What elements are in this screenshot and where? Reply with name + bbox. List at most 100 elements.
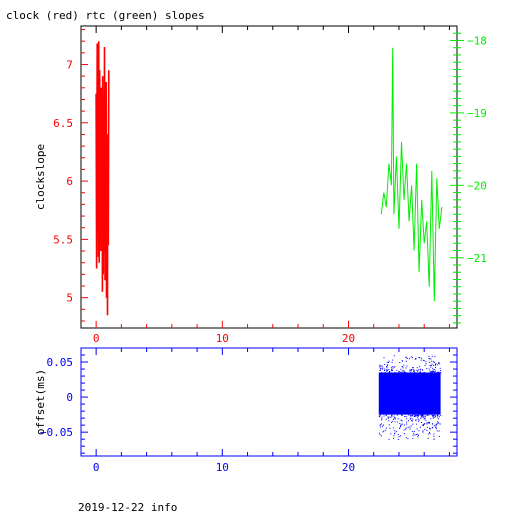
offset-point: [435, 424, 437, 426]
offset-point: [429, 433, 431, 434]
offset-point: [427, 438, 429, 440]
offset-point: [430, 371, 432, 373]
offset-point: [382, 425, 383, 427]
offset-point: [433, 433, 435, 435]
offset-point: [421, 357, 423, 359]
offset-point: [386, 372, 388, 374]
offset-point: [432, 426, 434, 428]
offset-point: [398, 436, 400, 438]
offset-point: [419, 426, 421, 428]
offset-point: [378, 416, 380, 418]
offset-point: [416, 369, 418, 371]
offset-point: [433, 361, 434, 363]
offset-point: [420, 371, 421, 373]
x-tick-label: 20: [342, 332, 355, 345]
offset-point: [386, 366, 388, 368]
offset-point: [398, 371, 400, 373]
offset-point: [433, 414, 435, 416]
offset-point: [389, 371, 390, 372]
offset-point: [387, 365, 388, 367]
offset-point: [380, 423, 382, 425]
y-tick-label: 0.05: [47, 356, 74, 369]
offset-point: [390, 433, 392, 435]
offset-point: [386, 370, 388, 372]
offset-point: [392, 369, 394, 371]
offset-point: [392, 359, 394, 361]
offset-point: [415, 372, 417, 374]
offset-point: [435, 428, 437, 430]
offset-point: [429, 358, 431, 360]
offset-point: [383, 357, 385, 359]
offset-point: [403, 429, 405, 431]
y-tick-label: 7: [66, 58, 73, 71]
offset-point: [435, 425, 437, 427]
x-tick-label: 20: [342, 461, 355, 474]
offset-point: [380, 426, 381, 428]
offset-point: [391, 366, 393, 368]
offset-point: [388, 372, 390, 374]
offset-point: [428, 355, 430, 357]
offset-point: [380, 372, 382, 373]
offset-point: [397, 421, 399, 423]
offset-point: [413, 433, 415, 435]
offset-point: [384, 363, 386, 365]
offset-point: [423, 415, 425, 417]
y-tick-label: 0: [66, 391, 73, 404]
offset-point: [415, 414, 417, 416]
offset-point: [439, 363, 441, 365]
offset-point: [411, 430, 413, 432]
offset-point: [415, 434, 417, 435]
y2-tick-label: −18: [467, 34, 487, 47]
offset-point: [429, 428, 431, 430]
offset-point: [401, 424, 403, 426]
offset-point: [378, 432, 380, 434]
offset-point: [414, 434, 416, 436]
offset-point: [418, 357, 420, 358]
offset-point: [398, 438, 399, 440]
offset-point: [393, 355, 395, 357]
offset-point: [382, 367, 384, 369]
y-axis-label: offset(ms): [34, 369, 47, 435]
offset-point: [424, 423, 426, 424]
offset-point: [379, 370, 381, 371]
offset-point: [436, 430, 438, 432]
offset-point: [386, 364, 388, 366]
offset-point: [383, 372, 385, 374]
offset-point: [394, 432, 396, 434]
offset-point: [423, 418, 425, 420]
offset-point: [405, 372, 407, 374]
y-tick-label: −0.05: [40, 426, 73, 439]
offset-point: [419, 371, 421, 373]
offset-point: [426, 422, 428, 424]
offset-point: [414, 415, 416, 417]
offset-point: [386, 414, 387, 416]
offset-point: [379, 365, 381, 367]
offset-point: [388, 360, 390, 362]
offset-point: [415, 419, 417, 421]
offset-point: [439, 367, 441, 369]
offset-point: [430, 372, 432, 374]
offset-point: [434, 416, 436, 418]
offset-point: [432, 364, 434, 366]
offset-point: [436, 423, 438, 425]
offset-point: [388, 420, 390, 422]
offset-point: [432, 417, 434, 419]
offset-point: [393, 419, 395, 420]
offset-point: [415, 415, 417, 417]
offset-point: [425, 361, 427, 363]
offset-point: [400, 426, 401, 428]
offset-point: [405, 356, 407, 358]
offset-point: [417, 433, 419, 435]
offset-point: [403, 424, 405, 426]
offset-point: [430, 358, 432, 360]
offset-point: [394, 421, 396, 423]
offset-point: [382, 372, 383, 374]
offset-point: [438, 361, 440, 363]
offset-point: [393, 366, 395, 368]
offset-point: [432, 415, 434, 416]
chart-title: clock (red) rtc (green) slopes: [6, 9, 205, 22]
offset-point: [429, 370, 431, 372]
offset-point: [404, 416, 406, 417]
offset-point: [413, 431, 415, 433]
